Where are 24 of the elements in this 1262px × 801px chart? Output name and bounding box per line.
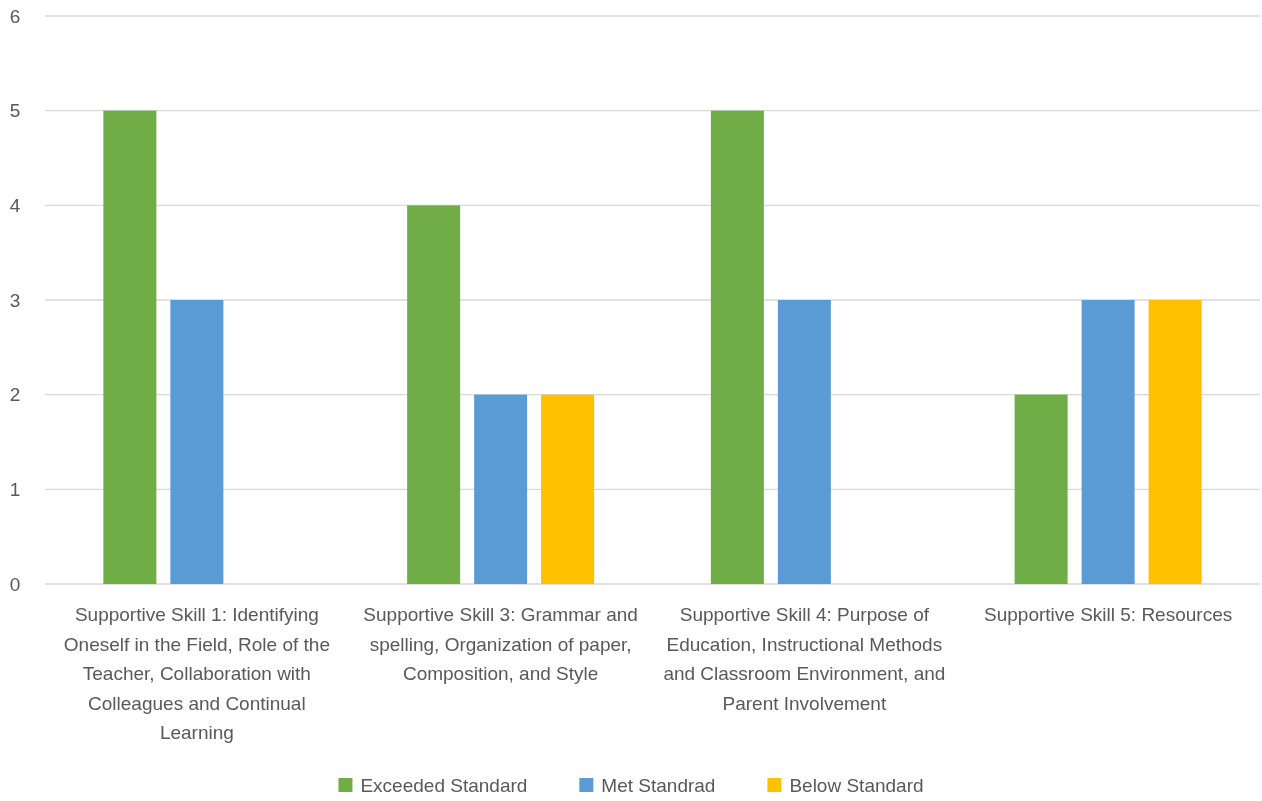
bar bbox=[474, 394, 528, 584]
y-tick-label: 1 bbox=[9, 478, 21, 500]
bar bbox=[1081, 300, 1135, 584]
bar bbox=[541, 394, 595, 584]
y-tick-label: 4 bbox=[9, 194, 21, 216]
x-tick-label: Supportive Skill 4: Purpose of Education, Instructional Methods and Classroom Environment, and Parent Involvement bbox=[663, 604, 946, 714]
x-tick-label: Supportive Skill 5: Resources bbox=[984, 604, 1233, 625]
legend-label: Met Standrad bbox=[601, 774, 716, 796]
legend-label: Below Standard bbox=[789, 774, 924, 796]
y-tick-label: 6 bbox=[9, 5, 21, 27]
bar bbox=[170, 300, 224, 584]
x-tick-label: Supportive Skill 1: Identifying Oneself in the Field, Role of the Teacher, Collaboration with Colleagues and Continual Learning bbox=[63, 604, 330, 743]
y-tick-label: 0 bbox=[9, 573, 21, 595]
bar bbox=[777, 300, 831, 584]
bar bbox=[1014, 394, 1068, 584]
y-tick-label: 2 bbox=[9, 384, 21, 406]
y-tick-label: 5 bbox=[9, 100, 21, 122]
bar bbox=[407, 205, 461, 584]
legend-label: Exceeded Standard bbox=[360, 774, 528, 796]
bar bbox=[710, 110, 764, 584]
x-tick-label: Supportive Skill 3: Grammar and spelling, Organization of paper, Composition, and Style bbox=[363, 604, 638, 684]
bar bbox=[103, 110, 157, 584]
bar bbox=[1148, 300, 1202, 584]
y-tick-label: 3 bbox=[9, 289, 21, 311]
